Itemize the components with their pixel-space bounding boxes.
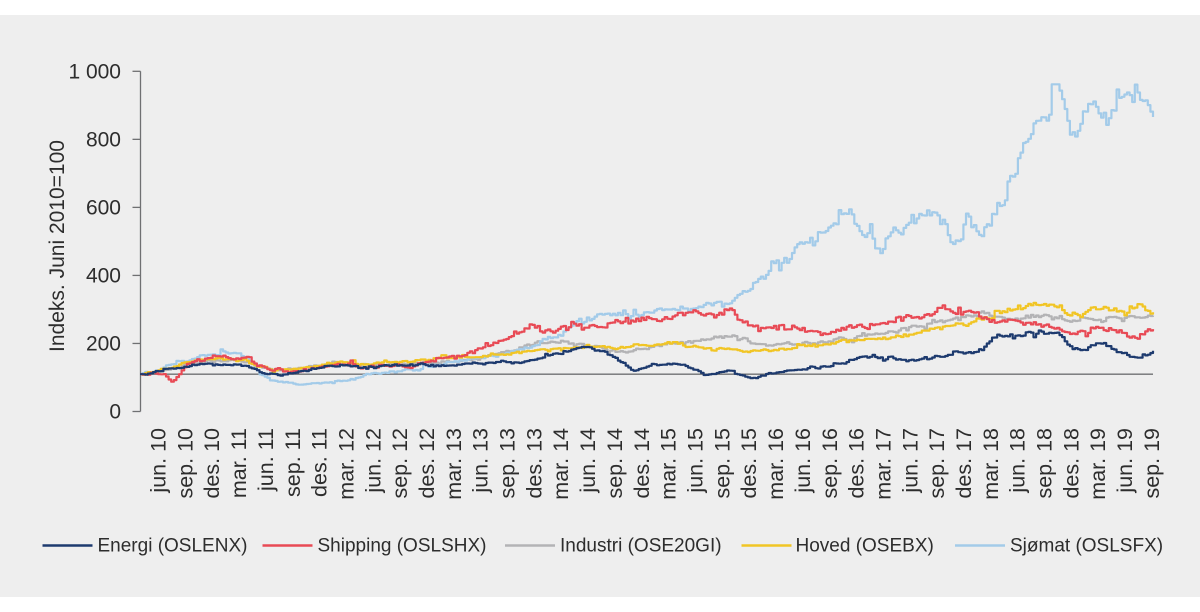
svg-text:des. 16: des. 16 (845, 428, 869, 499)
svg-text:sep. 14: sep. 14 (603, 428, 627, 499)
svg-text:jun. 19: jun. 19 (1113, 428, 1137, 494)
svg-text:Sjømat (OSLSFX): Sjømat (OSLSFX) (1010, 536, 1163, 557)
svg-text:mar. 15: mar. 15 (657, 428, 681, 500)
svg-text:Industri (OSE20GI): Industri (OSE20GI) (560, 536, 722, 557)
svg-text:mar. 18: mar. 18 (979, 428, 1003, 500)
svg-text:800: 800 (86, 129, 121, 152)
svg-text:jun. 10: jun. 10 (147, 428, 171, 494)
svg-text:jun. 17: jun. 17 (898, 428, 922, 494)
svg-text:400: 400 (86, 265, 121, 288)
svg-text:mar. 11: mar. 11 (227, 428, 251, 498)
svg-text:Hoved (OSEBX): Hoved (OSEBX) (796, 536, 934, 557)
svg-text:jun. 11: jun. 11 (254, 428, 278, 492)
svg-text:sep. 15: sep. 15 (710, 428, 734, 499)
svg-text:sep. 17: sep. 17 (925, 428, 949, 499)
svg-text:Shipping (OSLSHX): Shipping (OSLSHX) (318, 536, 487, 557)
svg-text:mar. 19: mar. 19 (1086, 428, 1110, 500)
svg-text:mar. 16: mar. 16 (764, 428, 788, 500)
svg-text:des. 11: des. 11 (308, 428, 332, 497)
svg-text:des. 15: des. 15 (737, 428, 761, 499)
svg-text:mar. 14: mar. 14 (549, 428, 573, 500)
svg-text:sep. 11: sep. 11 (281, 428, 305, 497)
svg-text:0: 0 (109, 401, 121, 424)
svg-text:des. 14: des. 14 (630, 428, 654, 499)
svg-text:jun. 13: jun. 13 (469, 428, 493, 494)
svg-text:des. 18: des. 18 (1059, 428, 1083, 499)
svg-text:jun. 12: jun. 12 (361, 428, 385, 494)
svg-text:sep. 12: sep. 12 (388, 428, 412, 499)
svg-text:mar. 12: mar. 12 (335, 428, 359, 500)
svg-text:Energi (OSLENX): Energi (OSLENX) (98, 536, 248, 557)
svg-text:1 000: 1 000 (68, 61, 121, 84)
svg-text:mar. 17: mar. 17 (872, 428, 896, 500)
svg-text:Indeks. Juni 2010=100: Indeks. Juni 2010=100 (46, 140, 69, 352)
svg-text:jun. 15: jun. 15 (684, 428, 708, 494)
svg-text:jun. 16: jun. 16 (791, 428, 815, 494)
svg-text:des. 12: des. 12 (415, 428, 439, 499)
svg-text:600: 600 (86, 197, 121, 220)
svg-text:sep. 18: sep. 18 (1033, 428, 1057, 499)
svg-text:sep. 13: sep. 13 (496, 428, 520, 499)
svg-text:sep. 16: sep. 16 (818, 428, 842, 499)
svg-text:mar. 13: mar. 13 (442, 428, 466, 500)
svg-text:jun. 18: jun. 18 (1006, 428, 1030, 494)
svg-text:sep. 19: sep. 19 (1140, 428, 1164, 499)
svg-text:sep. 10: sep. 10 (173, 428, 197, 499)
svg-text:des. 13: des. 13 (522, 428, 546, 499)
svg-text:200: 200 (86, 333, 121, 356)
svg-text:des. 17: des. 17 (952, 428, 976, 499)
svg-text:des. 10: des. 10 (200, 428, 224, 499)
svg-text:jun. 14: jun. 14 (576, 428, 600, 494)
